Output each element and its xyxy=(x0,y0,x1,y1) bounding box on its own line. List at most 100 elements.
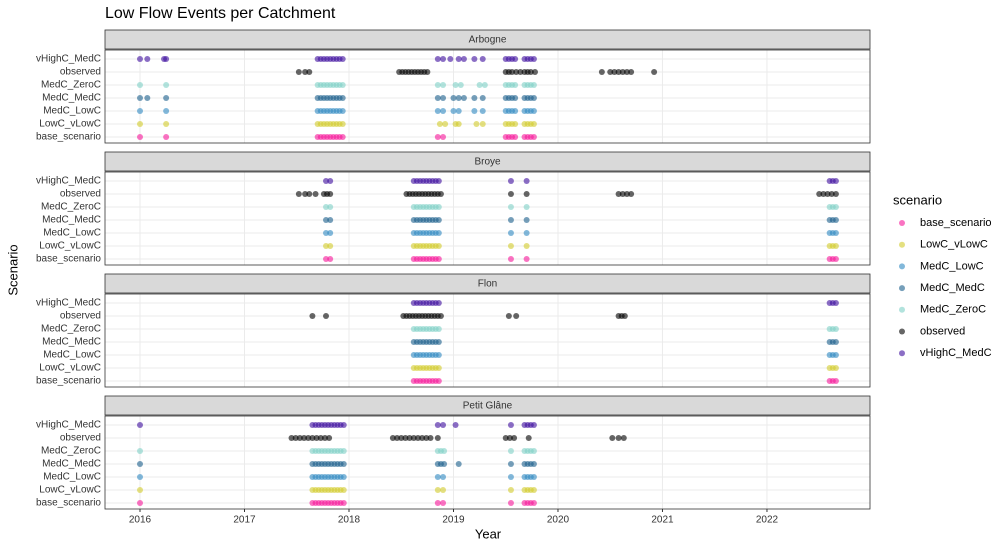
point xyxy=(302,191,309,197)
panel-bg xyxy=(105,416,870,509)
point xyxy=(389,435,396,441)
point xyxy=(471,95,478,101)
point xyxy=(507,217,514,223)
point xyxy=(137,134,144,140)
strip-label: Petit Glâne xyxy=(463,401,513,412)
point xyxy=(339,95,346,101)
point xyxy=(137,95,144,101)
point xyxy=(435,339,442,345)
point xyxy=(611,69,618,75)
point xyxy=(440,474,447,480)
point xyxy=(523,230,530,236)
point xyxy=(317,435,324,441)
y-tick-label: MedC_LowC xyxy=(43,228,101,239)
panel-bg xyxy=(105,172,870,265)
point xyxy=(406,435,413,441)
point xyxy=(507,243,514,249)
point xyxy=(513,69,520,75)
point xyxy=(435,378,442,384)
point xyxy=(523,256,530,262)
point xyxy=(507,178,514,184)
point xyxy=(137,121,144,127)
point xyxy=(530,422,537,428)
point xyxy=(340,474,347,480)
strip-label: Flon xyxy=(478,279,497,290)
point xyxy=(476,82,483,88)
point xyxy=(623,69,630,75)
point xyxy=(441,461,448,467)
point xyxy=(615,69,622,75)
point xyxy=(502,435,509,441)
y-tick-label: LowC_vLowC xyxy=(39,363,101,374)
point xyxy=(816,191,823,197)
point xyxy=(452,82,459,88)
point xyxy=(327,230,334,236)
point xyxy=(447,56,454,62)
point xyxy=(414,435,421,441)
point xyxy=(507,474,514,480)
y-tick-label: MedC_LowC xyxy=(43,106,101,117)
point xyxy=(137,461,144,467)
point xyxy=(137,422,144,428)
point xyxy=(530,95,537,101)
point xyxy=(340,461,347,467)
point xyxy=(163,134,170,140)
point xyxy=(163,56,170,62)
legend-key xyxy=(899,220,905,226)
point xyxy=(455,121,462,127)
point xyxy=(296,435,303,441)
point xyxy=(440,108,447,114)
y-tick-label: base_scenario xyxy=(36,254,101,265)
y-tick-label: base_scenario xyxy=(36,376,101,387)
panel-border xyxy=(104,49,871,144)
point xyxy=(615,191,622,197)
point xyxy=(327,217,334,223)
y-tick-label: base_scenario xyxy=(36,132,101,143)
point xyxy=(832,352,839,358)
point xyxy=(832,204,839,210)
point xyxy=(440,134,447,140)
point xyxy=(512,95,519,101)
point xyxy=(523,178,530,184)
point xyxy=(306,69,313,75)
point xyxy=(339,121,346,127)
point xyxy=(507,230,514,236)
chart-title: Low Flow Events per Catchment xyxy=(105,5,336,22)
point xyxy=(137,487,144,493)
strip-label: Broye xyxy=(474,157,501,168)
y-tick-label: MedC_MedC xyxy=(42,93,101,104)
point xyxy=(402,435,409,441)
point xyxy=(440,82,447,88)
strip xyxy=(104,395,871,416)
y-axis-label: Scenario xyxy=(5,244,20,295)
point xyxy=(321,435,328,441)
point xyxy=(339,56,346,62)
point xyxy=(509,69,516,75)
point xyxy=(442,121,449,127)
y-tick-label: observed xyxy=(60,311,101,322)
point xyxy=(144,95,151,101)
point xyxy=(507,448,514,454)
point xyxy=(832,365,839,371)
point xyxy=(301,435,308,441)
point xyxy=(339,134,346,140)
point xyxy=(505,313,512,319)
point xyxy=(507,204,514,210)
point xyxy=(473,121,480,127)
point xyxy=(527,69,534,75)
y-tick-label: vHighC_MedC xyxy=(36,54,101,65)
y-tick-label: vHighC_MedC xyxy=(36,298,101,309)
point xyxy=(394,435,401,441)
point xyxy=(435,365,442,371)
point xyxy=(435,326,442,332)
point xyxy=(327,243,334,249)
point xyxy=(435,352,442,358)
strip xyxy=(104,151,871,172)
point xyxy=(292,435,299,441)
point xyxy=(513,313,520,319)
point xyxy=(507,191,514,197)
y-tick-label: vHighC_MedC xyxy=(36,420,101,431)
strip xyxy=(104,273,871,294)
point xyxy=(479,108,486,114)
